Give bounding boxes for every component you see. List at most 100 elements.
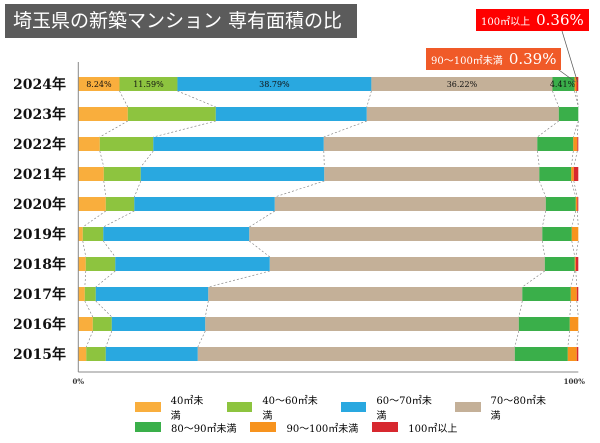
connector-line bbox=[119, 90, 129, 108]
year-label: 2015年 bbox=[13, 346, 66, 363]
bar-segment bbox=[323, 137, 538, 151]
callout-100-plus: 100㎡以上 0.36% bbox=[476, 9, 589, 31]
bar-segment bbox=[111, 317, 206, 331]
bar-segment bbox=[567, 347, 577, 361]
year-label: 2016年 bbox=[13, 316, 66, 333]
legend-swatch bbox=[454, 402, 481, 412]
x-tick-label: 0% bbox=[73, 377, 85, 386]
legend-swatch bbox=[250, 422, 277, 432]
legend-label: 60～70㎡未満 bbox=[376, 396, 432, 422]
bar-segment bbox=[78, 227, 83, 241]
bar-segment bbox=[552, 77, 575, 91]
connector-line bbox=[577, 210, 579, 228]
connector-line bbox=[537, 150, 540, 168]
legend-swatch bbox=[135, 422, 161, 432]
connector-line bbox=[569, 300, 572, 318]
connector-line bbox=[518, 300, 523, 318]
callout-value: 0.39% bbox=[508, 50, 557, 68]
bar-segment bbox=[105, 197, 135, 211]
bar-segment bbox=[576, 287, 579, 301]
year-label: 2021年 bbox=[13, 166, 66, 183]
connector-line bbox=[366, 90, 372, 108]
bar-segment bbox=[577, 197, 579, 211]
bar-segment bbox=[99, 137, 154, 151]
connector-line bbox=[570, 270, 576, 288]
legend-item: 40㎡未満 bbox=[135, 392, 213, 422]
connector-line bbox=[323, 150, 325, 168]
bar-segment bbox=[574, 257, 576, 271]
connector-line bbox=[537, 120, 559, 138]
legend-label: 80～90㎡未満 bbox=[171, 423, 237, 435]
connector-line bbox=[103, 240, 116, 258]
legend-swatch bbox=[135, 402, 161, 412]
connector-line bbox=[86, 330, 94, 348]
legend-swatch bbox=[372, 422, 399, 432]
bar-segment bbox=[544, 257, 575, 271]
bar-segment bbox=[574, 77, 577, 91]
bar-segment bbox=[134, 197, 275, 211]
connector-line bbox=[82, 210, 106, 228]
connector-line bbox=[274, 180, 325, 198]
bar-segment bbox=[274, 197, 546, 211]
data-label: 36.22% bbox=[447, 80, 478, 89]
bar-segment bbox=[103, 227, 250, 241]
connector-line bbox=[573, 150, 578, 168]
connector-line bbox=[539, 180, 547, 198]
year-label: 2023年 bbox=[13, 106, 66, 123]
bar-segment bbox=[522, 287, 571, 301]
bar-segment bbox=[197, 347, 515, 361]
connector-line bbox=[197, 330, 206, 348]
connector-line bbox=[249, 240, 270, 258]
legend-item: 60～70㎡未満 bbox=[340, 392, 441, 422]
bar-segment bbox=[127, 107, 216, 121]
bar-segment bbox=[371, 77, 553, 91]
legend-item: 80～90㎡未満 bbox=[135, 420, 236, 435]
bar-segment bbox=[78, 137, 100, 151]
bar-segment bbox=[571, 167, 574, 181]
data-label: 8.24% bbox=[86, 80, 112, 89]
connector-line bbox=[573, 120, 579, 138]
connector-line bbox=[575, 270, 578, 288]
connector-line bbox=[552, 90, 560, 108]
connector-line bbox=[571, 180, 577, 198]
connector-line bbox=[514, 330, 520, 348]
connector-line bbox=[82, 240, 87, 258]
connector-line bbox=[571, 150, 574, 168]
bar-segment bbox=[78, 167, 104, 181]
legend-label: 90～100㎡未満 bbox=[286, 423, 359, 435]
callout-90-100: 90～100㎡未満 0.39% bbox=[426, 48, 562, 70]
connector-line bbox=[105, 330, 113, 348]
legend-label: 100㎡以上 bbox=[408, 423, 458, 435]
bar-segment bbox=[576, 77, 579, 91]
connector-line bbox=[99, 120, 128, 138]
connector-line bbox=[571, 240, 576, 258]
legend-label: 70～80㎡未満 bbox=[490, 396, 546, 422]
connector-line bbox=[574, 90, 579, 108]
bar-segment bbox=[78, 257, 86, 271]
year-label: 2024年 bbox=[13, 76, 66, 93]
connector-line bbox=[576, 330, 579, 348]
chart-title: 埼玉県の新築マンション 専有面積の比率推移 bbox=[5, 4, 357, 66]
bar-segment bbox=[577, 137, 579, 151]
bar-segment bbox=[570, 287, 577, 301]
data-label: 4.41% bbox=[550, 80, 576, 89]
connector-line bbox=[205, 300, 209, 318]
connector-line bbox=[140, 150, 154, 168]
connector-line bbox=[177, 90, 216, 108]
bar-segment bbox=[78, 107, 128, 121]
bar-segment bbox=[324, 167, 540, 181]
bar-segment bbox=[537, 137, 574, 151]
connector-line bbox=[542, 210, 547, 228]
legend: 40㎡未満 40～60㎡未満 60～70㎡未満 70～80㎡未満 80～90㎡未満 90… bbox=[135, 396, 555, 437]
data-label: 38.79% bbox=[259, 80, 290, 89]
connector-line bbox=[103, 210, 135, 228]
bar-segment bbox=[78, 197, 106, 211]
callout-value: 0.36% bbox=[536, 11, 584, 29]
connector-line bbox=[576, 300, 579, 318]
bar-segment bbox=[205, 317, 519, 331]
data-label: 11.59% bbox=[133, 80, 164, 89]
legend-swatch bbox=[340, 402, 367, 412]
year-label: 2017年 bbox=[13, 286, 66, 303]
